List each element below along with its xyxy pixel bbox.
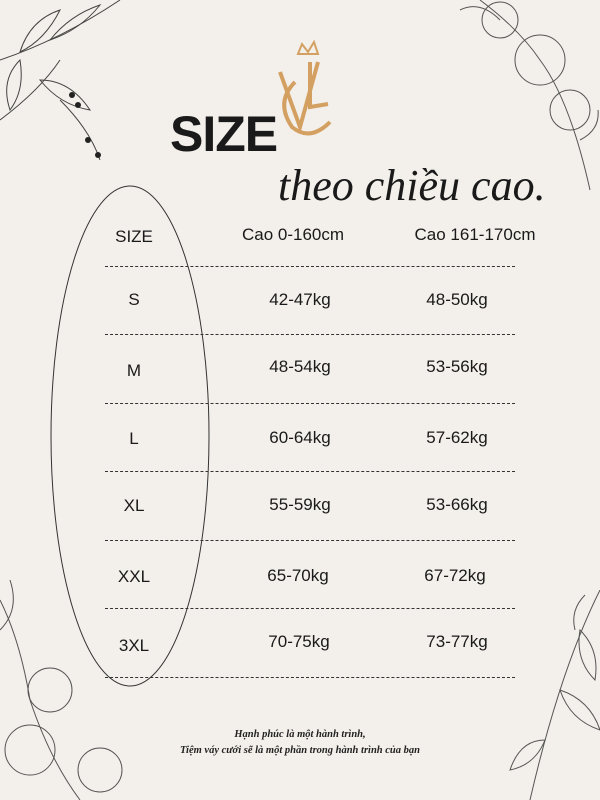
row-divider (105, 266, 515, 267)
weight-cell: 48-54kg (269, 357, 331, 376)
weight-cell: 57-62kg (426, 428, 488, 447)
size-column-ellipse (50, 185, 210, 687)
row-divider (105, 608, 515, 609)
size-cell: XL (123, 496, 145, 515)
weight-cell: 65-70kg (267, 566, 329, 585)
size-cell: M (126, 361, 142, 380)
footer-line-1: Hạnh phúc là một hành trình, (234, 729, 366, 740)
row-divider (105, 471, 515, 472)
size-cell: S (128, 290, 140, 309)
header-size: SIZE (115, 227, 153, 246)
page-title: SIZE (170, 106, 278, 162)
weight-cell: 53-56kg (426, 357, 488, 376)
row-divider (105, 540, 515, 541)
floral-decoration-bottom-left-icon (0, 580, 123, 800)
footer-line-2: Tiệm váy cưới sẽ là một phần trong hành … (180, 745, 420, 756)
page-subtitle: theo chiều cao. (278, 161, 546, 210)
floral-decoration-top-left-icon (0, 0, 121, 161)
row-divider (105, 403, 515, 404)
header-height-0-160: Cao 0-160cm (241, 225, 345, 244)
weight-cell: 42-47kg (269, 290, 331, 309)
weight-cell: 53-66kg (426, 495, 488, 514)
row-divider (105, 334, 515, 335)
weight-cell: 73-77kg (426, 632, 488, 651)
weight-cell: 60-64kg (269, 428, 331, 447)
weight-cell: 70-75kg (268, 632, 330, 651)
weight-cell: 67-72kg (424, 566, 486, 585)
header-height-161-170: Cao 161-170cm (414, 225, 536, 244)
size-cell: XXL (117, 567, 151, 586)
weight-cell: 55-59kg (269, 495, 331, 514)
floral-decoration-bottom-right-icon (509, 590, 600, 800)
footer-tagline: Hạnh phúc là một hành trình, Tiệm váy cư… (0, 727, 600, 759)
floral-decoration-top-right-icon (459, 0, 599, 191)
row-divider (105, 677, 515, 678)
brand-logo (278, 39, 332, 136)
size-cell: 3XL (118, 636, 150, 655)
size-cell: L (129, 429, 139, 448)
weight-cell: 48-50kg (426, 290, 488, 309)
